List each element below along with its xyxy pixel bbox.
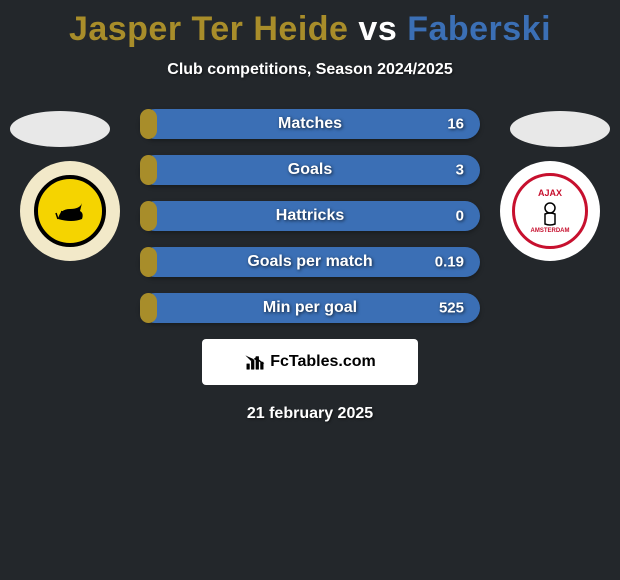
stat-label: Hattricks	[276, 207, 344, 225]
ajax-text-top: AJAX	[538, 188, 562, 198]
comparison-title: Jasper Ter Heide vs Faberski	[0, 0, 620, 49]
ajax-text-bottom: AMSTERDAM	[531, 228, 570, 234]
stat-bar-fill	[140, 201, 157, 231]
vs-text: vs	[358, 10, 397, 48]
club-badge-left	[20, 161, 120, 261]
stat-bar-fill	[140, 247, 157, 277]
stat-bar: Matches 16	[140, 109, 480, 139]
stat-value-right: 0	[456, 208, 464, 225]
stat-bar: Goals per match 0.19	[140, 247, 480, 277]
stat-bar-fill	[140, 155, 157, 185]
ajax-crest-icon: AJAX AMSTERDAM	[512, 173, 588, 249]
stat-value-right: 0.19	[435, 254, 464, 271]
stat-bars-container: Matches 16 Goals 3 Hattricks 0 Goals per match…	[140, 109, 480, 323]
stat-label: Matches	[278, 115, 342, 133]
cambuur-crest-icon	[34, 175, 106, 247]
subtitle: Club competitions, Season 2024/2025	[0, 61, 620, 79]
content-area: AJAX AMSTERDAM Matches 16 Goals 3 Hattricks 0…	[0, 109, 620, 423]
stat-label: Min per goal	[263, 299, 357, 317]
stat-bar: Min per goal 525	[140, 293, 480, 323]
stat-label: Goals per match	[247, 253, 372, 271]
stat-label: Goals	[288, 161, 332, 179]
player1-name: Jasper Ter Heide	[69, 10, 349, 48]
club-badge-right: AJAX AMSTERDAM	[500, 161, 600, 261]
player1-photo-placeholder	[10, 111, 110, 147]
stat-bar-fill	[140, 109, 157, 139]
date-text: 21 february 2025	[0, 405, 620, 423]
stat-bar: Hattricks 0	[140, 201, 480, 231]
stat-bar-fill	[140, 293, 157, 323]
stat-value-right: 3	[456, 162, 464, 179]
attribution-badge: FcTables.com	[202, 339, 418, 385]
stat-value-right: 16	[447, 116, 464, 133]
chart-icon	[244, 351, 266, 373]
player2-name: Faberski	[407, 10, 551, 48]
attribution-text: FcTables.com	[270, 353, 376, 371]
player2-photo-placeholder	[510, 111, 610, 147]
stat-bar: Goals 3	[140, 155, 480, 185]
stat-value-right: 525	[439, 300, 464, 317]
